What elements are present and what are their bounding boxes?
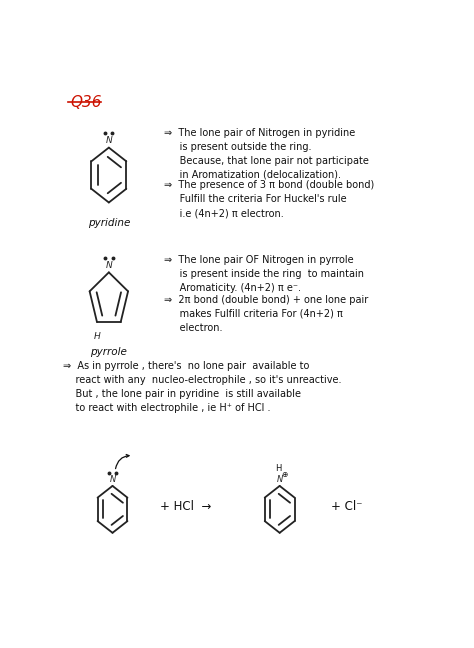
Text: + HCl  →: + HCl → xyxy=(160,500,212,513)
Text: ⇒  The lone pair OF Nitrogen in pyrrole
     is present inside the ring  to main: ⇒ The lone pair OF Nitrogen in pyrrole i… xyxy=(164,255,364,293)
Text: H: H xyxy=(275,464,282,473)
Text: ⇒  The presence of 3 π bond (double bond)
     Fulfill the criteria For Huckel's: ⇒ The presence of 3 π bond (double bond)… xyxy=(164,180,374,218)
Text: H: H xyxy=(93,332,100,341)
Text: Q36: Q36 xyxy=(70,95,102,110)
Text: ⇒  2π bond (double bond) + one lone pair
     makes Fulfill criteria For (4n+2) : ⇒ 2π bond (double bond) + one lone pair … xyxy=(164,295,368,333)
Text: ⇒  The lone pair of Nitrogen in pyridine
     is present outside the ring.
     : ⇒ The lone pair of Nitrogen in pyridine … xyxy=(164,128,369,179)
Text: pyrrole: pyrrole xyxy=(91,347,128,357)
Text: ⊕: ⊕ xyxy=(281,470,288,479)
FancyArrowPatch shape xyxy=(116,454,129,469)
Text: N: N xyxy=(109,475,116,484)
Text: N: N xyxy=(106,261,112,270)
Text: + Cl⁻: + Cl⁻ xyxy=(331,500,363,513)
Text: ⇒  As in pyrrole , there's  no lone pair  available to
    react with any  nucle: ⇒ As in pyrrole , there's no lone pair a… xyxy=(63,361,341,413)
Text: N: N xyxy=(276,475,283,484)
Text: pyridine: pyridine xyxy=(88,218,130,229)
Text: N: N xyxy=(106,137,112,145)
